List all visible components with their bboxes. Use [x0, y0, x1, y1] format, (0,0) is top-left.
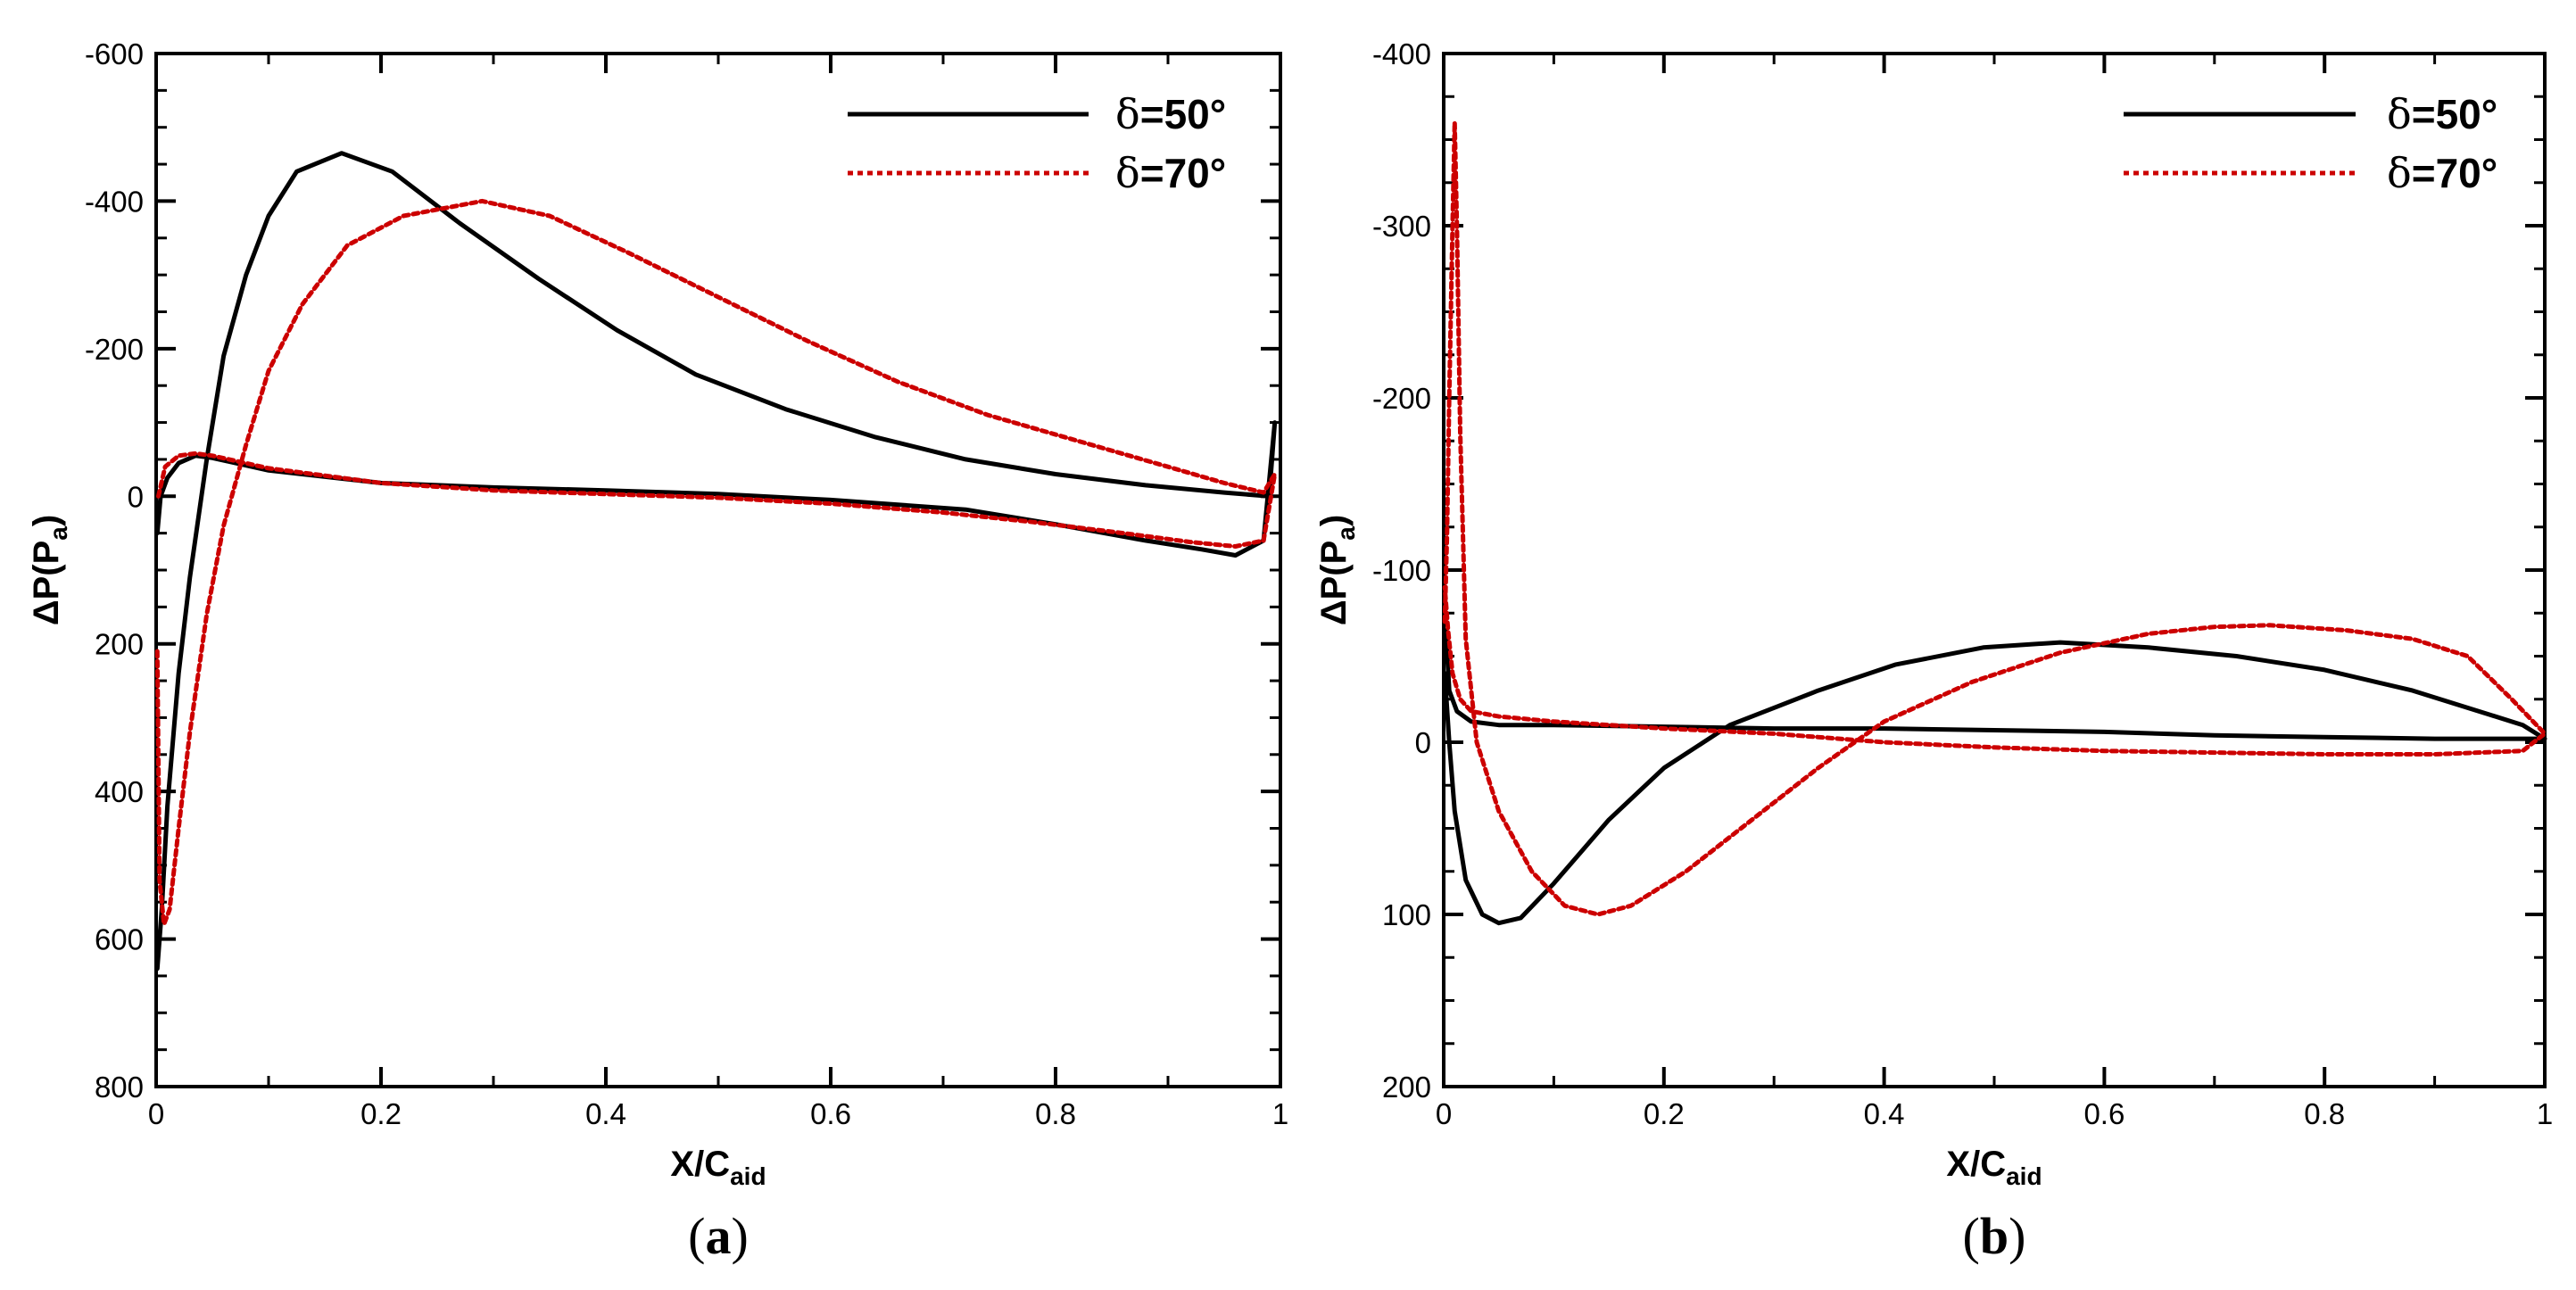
x-tick-label: 1: [1272, 1097, 1288, 1130]
y-tick-label: -600: [85, 37, 144, 70]
legend-label-delta-70: δ=70°: [1115, 149, 1226, 197]
x-tick-label: 0.2: [360, 1097, 402, 1130]
y-axis-title-close: ): [27, 515, 66, 526]
y-axis-title-sub: a: [1332, 526, 1360, 541]
y-tick-label: 0: [1415, 726, 1431, 759]
legend-label-delta-70: δ=70°: [2387, 149, 2497, 197]
panel-label-letter: b: [1980, 1207, 2009, 1265]
x-axis-title-main: X/C: [1946, 1145, 2006, 1184]
series-line-delta-70: [1442, 120, 2547, 917]
x-tick-label: 0.4: [585, 1097, 626, 1130]
legend-symbol: δ: [1115, 149, 1140, 197]
chart-panel-a: 0 0.2 0.4 0.6 0.8 1 -600 -400 -200 0 200 400 600 800 δ…: [27, 37, 1288, 1265]
y-axis-title-sub: a: [45, 526, 72, 541]
panel-label-open: (: [688, 1207, 705, 1265]
legend-symbol: δ: [1115, 90, 1140, 138]
legend-value: =70°: [2412, 150, 2497, 196]
x-axis-title-sub: aid: [730, 1162, 766, 1190]
y-tick-label: 100: [1382, 898, 1431, 931]
legend-value: =50°: [2412, 91, 2497, 137]
y-tick-label: -300: [1372, 210, 1431, 243]
y-tick-label: 400: [95, 775, 144, 808]
y-axis-title-main: ΔP(P: [1314, 541, 1354, 625]
chart-panel-b: 0 0.2 0.4 0.6 0.8 1 -400 -300 -200 -100 0 100 200 δ=5…: [1314, 37, 2553, 1265]
x-axis-title-main: X/C: [670, 1145, 730, 1184]
legend-symbol: δ: [2387, 90, 2412, 138]
legend-value: =50°: [1140, 91, 1226, 137]
plot-frame: [1442, 52, 2547, 1088]
x-tick-label: 0.2: [1644, 1097, 1685, 1130]
y-tick-label: -200: [85, 333, 144, 366]
x-axis-title: X/Caid: [670, 1145, 766, 1190]
x-tick-label: 0.4: [1864, 1097, 1905, 1130]
x-tick-label: 0.6: [2083, 1097, 2125, 1130]
x-tick-label: 0.8: [2304, 1097, 2345, 1130]
panel-label: (b): [1963, 1207, 2026, 1265]
y-tick-label: 200: [1382, 1071, 1431, 1104]
x-tick-label: 1: [2537, 1097, 2553, 1130]
y-axis-title: ΔP(Pa): [27, 515, 72, 625]
legend-label-delta-50: δ=50°: [2387, 90, 2497, 138]
y-axis-title-close: ): [1314, 515, 1354, 526]
y-axis-title: ΔP(Pa): [1314, 515, 1360, 625]
legend-symbol: δ: [2387, 149, 2412, 197]
legend-value: =70°: [1140, 150, 1226, 196]
y-tick-label: 800: [95, 1071, 144, 1104]
y-tick-label: -400: [85, 185, 144, 218]
panel-label-letter: a: [706, 1207, 732, 1265]
x-tick-label: 0: [1436, 1097, 1452, 1130]
panel-label: (a): [688, 1207, 749, 1265]
y-tick-label: -100: [1372, 554, 1431, 587]
x-tick-label: 0.8: [1035, 1097, 1076, 1130]
plot-frame: [154, 52, 1282, 1088]
panel-label-close: ): [732, 1207, 749, 1265]
x-tick-label: 0.6: [810, 1097, 851, 1130]
legend-label-delta-50: δ=50°: [1115, 90, 1226, 138]
y-axis-title-main: ΔP(P: [27, 541, 66, 625]
y-tick-label: 600: [95, 923, 144, 956]
y-tick-label: -400: [1372, 37, 1431, 70]
x-tick-label: 0: [148, 1097, 164, 1130]
y-tick-label: 0: [128, 480, 144, 513]
panel-label-close: ): [2009, 1207, 2025, 1265]
y-tick-label: 200: [95, 628, 144, 661]
panel-label-open: (: [1963, 1207, 1980, 1265]
x-axis-title: X/Caid: [1946, 1145, 2042, 1190]
series-line-delta-70: [154, 198, 1278, 927]
y-tick-label: -200: [1372, 382, 1431, 415]
x-axis-title-sub: aid: [2006, 1162, 2042, 1190]
